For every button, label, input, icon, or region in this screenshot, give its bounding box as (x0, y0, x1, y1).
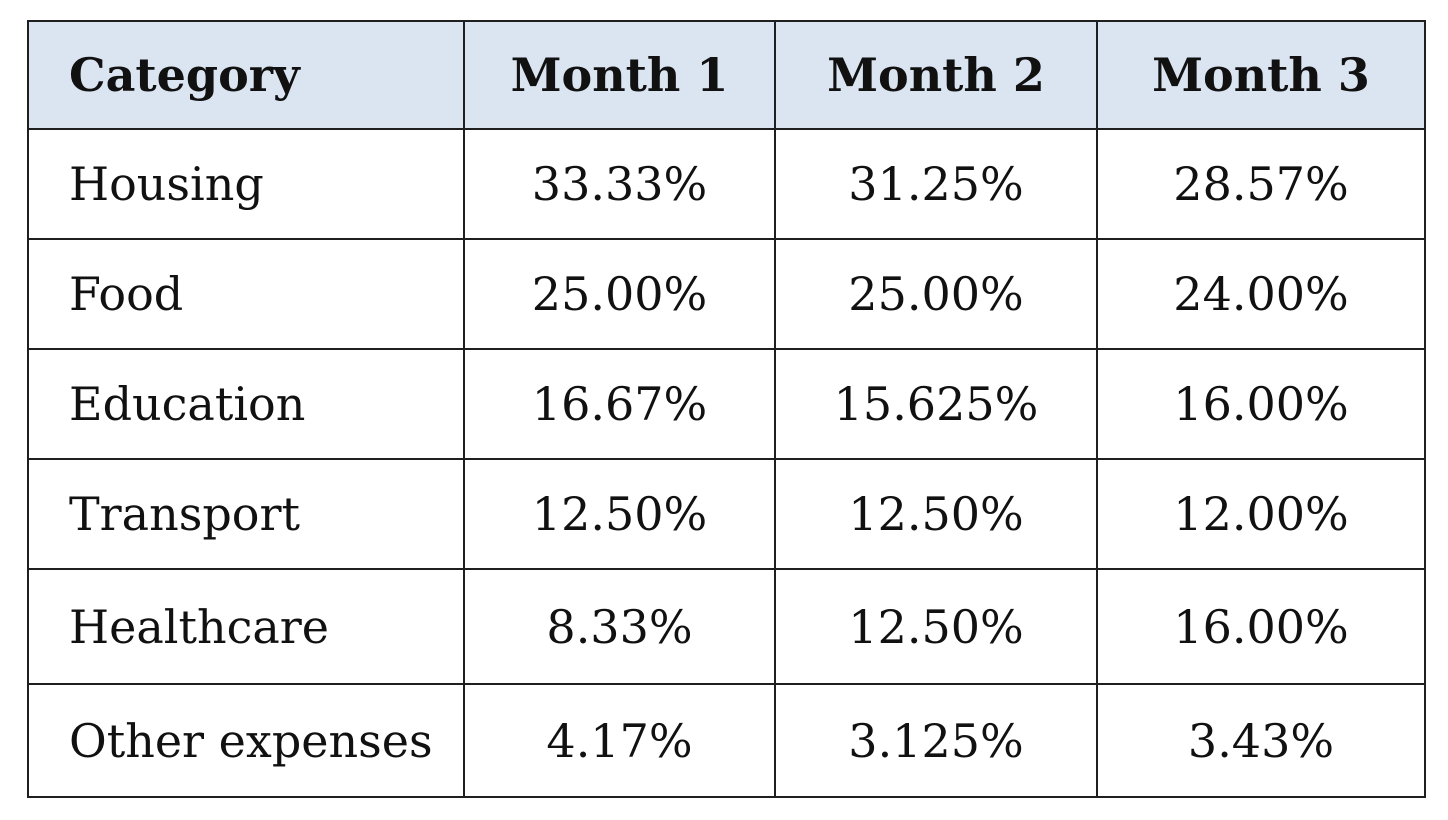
category-cell: Transport (27, 458, 465, 570)
table-body: Housing 33.33% 31.25% 28.57% Food 25.00%… (27, 128, 1426, 798)
month-1-cell: 33.33% (463, 128, 776, 240)
month-2-cell: 12.50% (774, 568, 1098, 685)
header-row: Category Month 1 Month 2 Month 3 (27, 20, 1426, 130)
category-cell: Education (27, 348, 465, 460)
header-month-3: Month 3 (1096, 20, 1426, 130)
month-2-cell: 31.25% (774, 128, 1098, 240)
month-3-cell: 28.57% (1096, 128, 1426, 240)
month-1-cell: 25.00% (463, 238, 776, 350)
category-cell: Other expenses (27, 683, 465, 798)
header-month-2: Month 2 (774, 20, 1098, 130)
month-3-cell: 24.00% (1096, 238, 1426, 350)
table-header: Category Month 1 Month 2 Month 3 (27, 20, 1426, 130)
table-row: Other expenses 4.17% 3.125% 3.43% (27, 683, 1426, 798)
table-row: Housing 33.33% 31.25% 28.57% (27, 128, 1426, 240)
month-2-cell: 3.125% (774, 683, 1098, 798)
month-3-cell: 16.00% (1096, 568, 1426, 685)
month-2-cell: 15.625% (774, 348, 1098, 460)
month-2-cell: 12.50% (774, 458, 1098, 570)
table-row: Education 16.67% 15.625% 16.00% (27, 348, 1426, 460)
month-1-cell: 4.17% (463, 683, 776, 798)
month-1-cell: 8.33% (463, 568, 776, 685)
expense-share-table: Category Month 1 Month 2 Month 3 Housing… (27, 20, 1426, 798)
header-month-1: Month 1 (463, 20, 776, 130)
category-cell: Housing (27, 128, 465, 240)
category-cell: Food (27, 238, 465, 350)
month-3-cell: 3.43% (1096, 683, 1426, 798)
table-row: Transport 12.50% 12.50% 12.00% (27, 458, 1426, 570)
expense-table-container: Category Month 1 Month 2 Month 3 Housing… (27, 20, 1426, 798)
category-cell: Healthcare (27, 568, 465, 685)
month-1-cell: 12.50% (463, 458, 776, 570)
month-1-cell: 16.67% (463, 348, 776, 460)
month-3-cell: 12.00% (1096, 458, 1426, 570)
table-row: Food 25.00% 25.00% 24.00% (27, 238, 1426, 350)
header-category: Category (27, 20, 465, 130)
month-3-cell: 16.00% (1096, 348, 1426, 460)
month-2-cell: 25.00% (774, 238, 1098, 350)
table-row: Healthcare 8.33% 12.50% 16.00% (27, 568, 1426, 685)
